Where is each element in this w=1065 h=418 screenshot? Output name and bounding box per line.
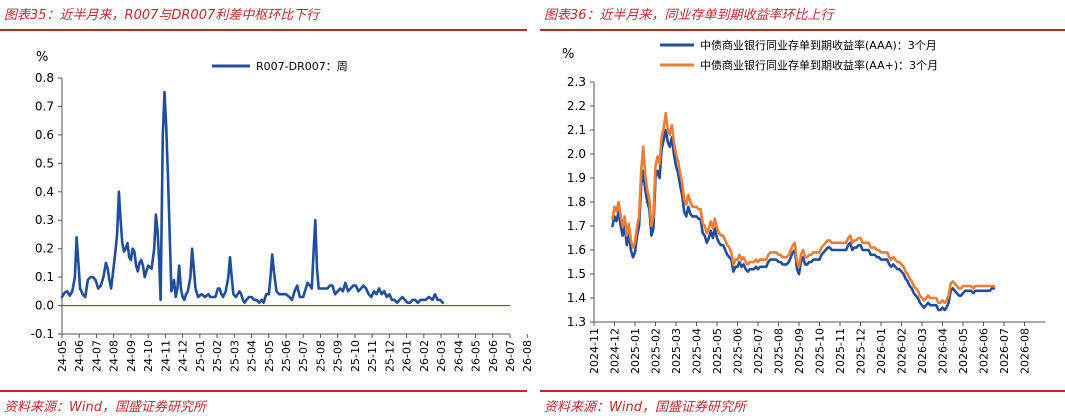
x-tick-label: 2025-01	[629, 328, 642, 374]
x-tick-label: 24-08	[108, 340, 121, 372]
x-tick-label: 26-03	[435, 340, 448, 372]
x-tick-label: 26-04	[452, 340, 465, 372]
x-tick-label: 24-06	[73, 340, 86, 372]
y-tick-label: 0.6	[35, 128, 54, 142]
x-tick-label: 24-12	[177, 340, 190, 372]
series-line-1	[611, 128, 996, 312]
y-tick-label: 1.5	[567, 267, 586, 281]
x-tick-label: 2026-07	[998, 328, 1011, 374]
x-tick-label: 25-05	[263, 340, 276, 372]
y-tick-label: 0.7	[35, 99, 54, 113]
y-tick-label: 1.3	[567, 315, 586, 329]
x-tick-label: 2025-09	[793, 328, 806, 374]
ncd-yield-chart: % 1.3 1.4 1.5 1.6 1.7 1.8 1.9 2.0 2.1 2.2 2.3 2024-1…	[562, 38, 1045, 374]
x-tick-label: 2026-01	[875, 328, 888, 374]
figure-source: 资料来源：Wind，国盛证券研究所	[544, 400, 746, 415]
y-tick-label: -0.1	[31, 327, 54, 341]
x-tick-label: 2025-10	[814, 328, 827, 374]
x-tick-label: 25-03	[228, 340, 241, 372]
x-tick-label: 26-05	[470, 340, 483, 372]
x-tick-label: 26-07	[504, 340, 517, 372]
x-tick-label: 24-10	[142, 340, 155, 372]
y-tick-label: 1.6	[567, 243, 586, 257]
figure-36: 图表36：近半月来，同业存单到期收益率环比上行 % 1.3 1.4 1.5 1.6 1.7…	[540, 0, 1065, 418]
x-tick-label: 26-06	[487, 340, 500, 372]
x-tick-label: 2026-04	[937, 328, 950, 374]
source-rule	[540, 390, 1065, 392]
y-tick-label: 2.2	[567, 99, 586, 113]
x-tick-label: 25-02	[211, 340, 224, 372]
y-unit-label: %	[36, 50, 48, 65]
x-tick-label: 2025-03	[670, 328, 683, 374]
x-tick-label: 2024-12	[609, 328, 622, 374]
x-tick-label: 25-12	[383, 340, 396, 372]
title-rule	[0, 29, 527, 31]
x-tick-label: 26-02	[418, 340, 431, 372]
x-tick-label: 2026-02	[896, 328, 909, 374]
x-tick-label: 2025-04	[691, 328, 704, 374]
series-line-2	[611, 111, 996, 305]
x-tick-label: 26-08	[521, 340, 534, 372]
x-tick-label: 24-05	[56, 340, 69, 372]
x-tick-label: 25-01	[194, 340, 207, 372]
y-tick-label: 2.1	[567, 123, 586, 137]
y-tick-label: 1.4	[567, 291, 586, 305]
x-tick-label: 2024-11	[588, 328, 601, 374]
legend-label: 中债商业银行同业存单到期收益率(AAA)：3个月	[700, 38, 937, 52]
y-tick-label: 1.9	[567, 171, 586, 185]
x-tick-label: 2025-06	[732, 328, 745, 374]
x-tick-label: 2025-05	[711, 328, 724, 374]
x-tick-label: 25-10	[349, 340, 362, 372]
y-unit-label: %	[562, 47, 574, 62]
y-tick-label: 2.3	[567, 75, 586, 89]
x-tick-label: 2025-12	[855, 328, 868, 374]
x-tick-label: 25-07	[297, 340, 310, 372]
spread-chart: % -0.1 0.0 0.1 0.2 0.3 0.4 0.5 0.6 0.7 0.8 24-05 24-…	[31, 50, 535, 372]
x-tick-label: 24-07	[90, 340, 103, 372]
source-rule	[0, 390, 527, 392]
x-tick-label: 24-09	[125, 340, 138, 372]
y-tick-label: 1.8	[567, 195, 586, 209]
x-tick-label: 25-09	[332, 340, 345, 372]
y-tick-label: 0.3	[35, 213, 54, 227]
y-tick-label: 0.2	[35, 242, 54, 256]
x-tick-label: 2025-07	[752, 328, 765, 374]
x-tick-label: 26-01	[401, 340, 414, 372]
legend-label: 中债商业银行同业存单到期收益率(AA+)：3个月	[700, 58, 938, 72]
x-tick-label: 24-11	[159, 340, 172, 372]
x-tick-label: 2026-06	[978, 328, 991, 374]
x-tick-label: 2025-11	[834, 328, 847, 374]
x-tick-label: 2025-08	[773, 328, 786, 374]
x-tick-label: 2025-02	[650, 328, 663, 374]
x-tick-label: 2026-08	[1019, 328, 1032, 374]
x-tick-label: 2026-05	[957, 328, 970, 374]
x-tick-label: 25-06	[280, 340, 293, 372]
y-tick-label: 1.7	[567, 219, 586, 233]
y-tick-label: 0.1	[35, 270, 54, 284]
figure-title: 图表35：近半月来，R007与DR007利差中枢环比下行	[4, 8, 320, 23]
figure-title: 图表36：近半月来，同业存单到期收益率环比上行	[544, 8, 834, 23]
legend-label: R007-DR007：周	[256, 60, 348, 73]
x-tick-label: 25-04	[246, 340, 259, 372]
series-line-1	[60, 90, 445, 304]
y-tick-label: 0.0	[35, 299, 54, 313]
x-tick-label: 25-11	[366, 340, 379, 372]
y-tick-label: 0.8	[35, 71, 54, 85]
title-rule	[540, 29, 1065, 31]
y-tick-label: 2.0	[567, 147, 586, 161]
figure-35: 图表35：近半月来，R007与DR007利差中枢环比下行 % -0.1 0.0 0.1…	[0, 0, 535, 418]
y-tick-label: 0.4	[35, 185, 54, 199]
figure-source: 资料来源：Wind，国盛证券研究所	[4, 400, 206, 415]
x-tick-label: 2026-03	[916, 328, 929, 374]
y-tick-label: 0.5	[35, 156, 54, 170]
x-tick-label: 25-08	[314, 340, 327, 372]
